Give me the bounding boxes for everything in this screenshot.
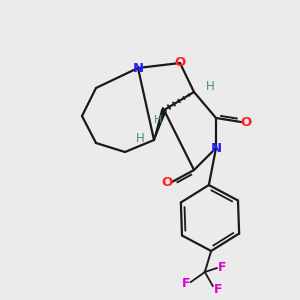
Text: N: N — [210, 142, 222, 154]
Polygon shape — [154, 109, 166, 140]
Text: H: H — [136, 131, 144, 145]
Text: F: F — [214, 283, 222, 296]
Text: F: F — [182, 277, 190, 290]
Text: H: H — [206, 80, 214, 94]
Text: H: H — [154, 115, 162, 125]
Text: O: O — [161, 176, 172, 188]
Text: F: F — [218, 261, 226, 274]
Text: O: O — [240, 116, 252, 128]
Text: O: O — [174, 56, 186, 70]
Text: N: N — [132, 61, 144, 74]
